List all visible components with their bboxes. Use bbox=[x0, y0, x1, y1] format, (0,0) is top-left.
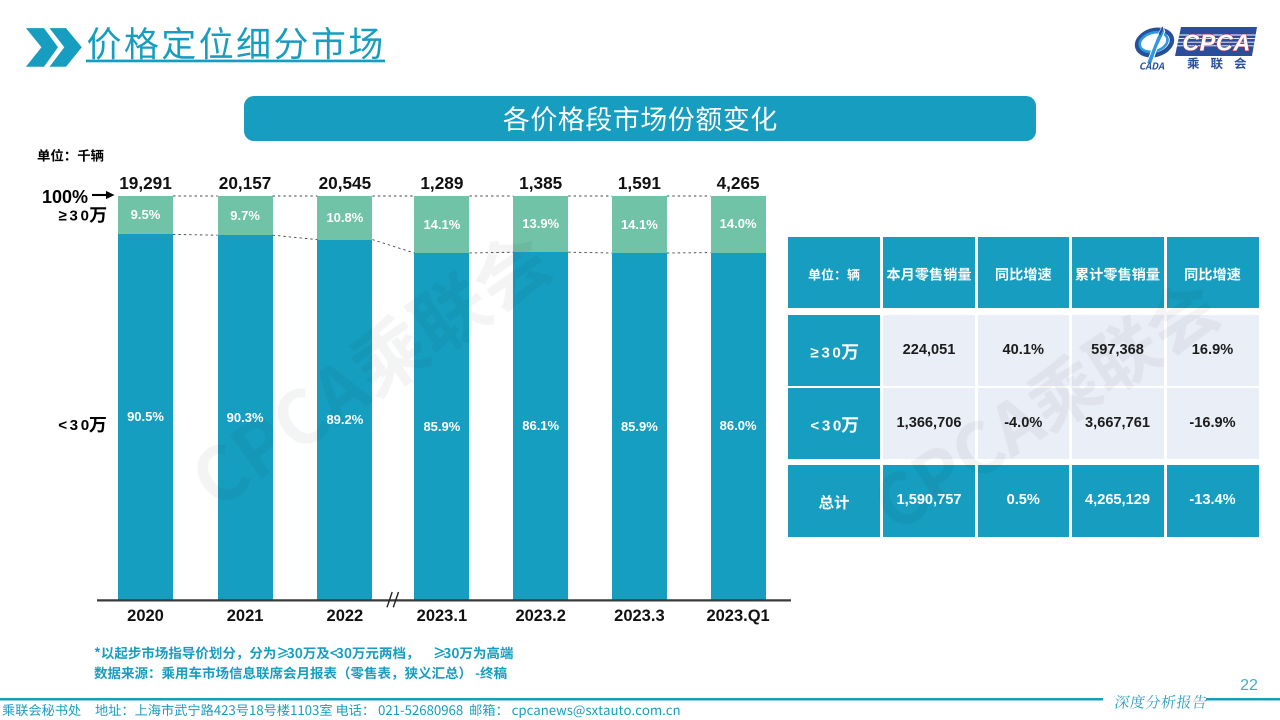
svg-text:≥30: ≥30 bbox=[810, 344, 843, 361]
svg-text:<30: <30 bbox=[58, 417, 92, 434]
svg-text:≥30: ≥30 bbox=[59, 207, 92, 224]
svg-text:CPCA: CPCA bbox=[1182, 30, 1251, 56]
svg-text:<30: <30 bbox=[810, 417, 844, 434]
